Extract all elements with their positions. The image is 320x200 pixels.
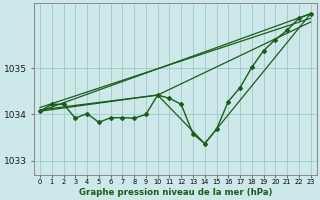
X-axis label: Graphe pression niveau de la mer (hPa): Graphe pression niveau de la mer (hPa) bbox=[79, 188, 272, 197]
